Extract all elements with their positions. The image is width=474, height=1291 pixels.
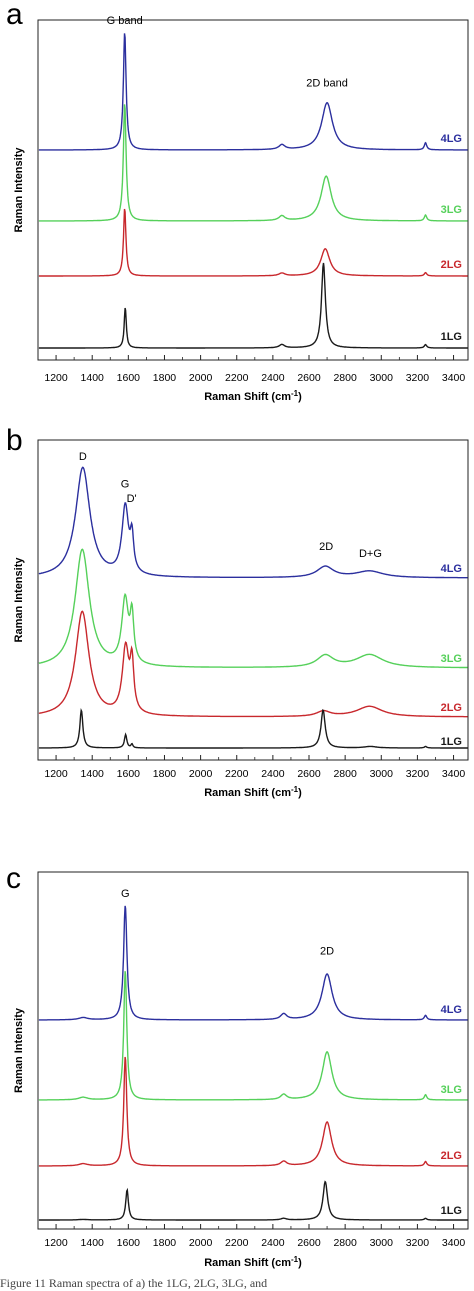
- x-tick-label: 3200: [406, 768, 430, 780]
- series-line-4LG: [38, 466, 468, 579]
- x-tick-label: 1400: [81, 768, 105, 780]
- plot-frame: [37, 439, 469, 761]
- x-tick-label: 1200: [44, 372, 68, 384]
- x-tick-label: 2000: [189, 1237, 213, 1249]
- x-tick-label: 1600: [117, 768, 141, 780]
- x-axis-label: Raman Shift (cm-1): [204, 785, 302, 799]
- chart-panel-a: a 1200 1400 1600 1800 2000 2200 2400 2600 2800 300…: [6, 0, 469, 403]
- x-tick-label: 2200: [225, 372, 249, 384]
- panel-label: a: [6, 0, 23, 31]
- peak-annotation: G band: [107, 15, 143, 27]
- series-label-3LG: 3LG: [441, 653, 462, 665]
- plot-frame: [37, 19, 469, 361]
- series-line-1LG: [38, 262, 468, 349]
- x-tick-label: 1600: [117, 372, 141, 384]
- series-label-4LG: 4LG: [441, 133, 462, 145]
- peak-annotation: 2D band: [306, 78, 348, 90]
- x-tick-label: 2200: [225, 768, 249, 780]
- series-line-3LG: [38, 104, 468, 222]
- chart-panel-b: b 1200 1400 1600 1800 2000 2200 2400 2600 2800 300…: [6, 424, 469, 799]
- series-label-1LG: 1LG: [441, 736, 462, 748]
- x-tick-label: 3000: [370, 372, 394, 384]
- x-axis-label: Raman Shift (cm-1): [204, 1255, 302, 1269]
- x-tick-label: 1200: [44, 1237, 68, 1249]
- x-tick-label: 3400: [442, 372, 466, 384]
- x-tick-label: 1800: [153, 372, 177, 384]
- series-line-3LG: [38, 971, 468, 1101]
- x-tick-label: 3400: [442, 768, 466, 780]
- plot-frame: [37, 871, 469, 1230]
- x-tick-label: 2600: [297, 768, 321, 780]
- x-tick-label: 3200: [406, 372, 430, 384]
- x-tick-label: 2400: [261, 372, 285, 384]
- x-tick-label: 3000: [370, 1237, 394, 1249]
- series-line-2LG: [38, 208, 468, 277]
- series-label-4LG: 4LG: [441, 1004, 462, 1016]
- x-tick-label: 2000: [189, 768, 213, 780]
- series-label-3LG: 3LG: [441, 1084, 462, 1096]
- x-tick-label: 2200: [225, 1237, 249, 1249]
- series-line-4LG: [38, 905, 468, 1021]
- series-label-2LG: 2LG: [441, 259, 462, 271]
- series-label-2LG: 2LG: [441, 702, 462, 714]
- series-label-4LG: 4LG: [441, 563, 462, 575]
- x-tick-label: 3000: [370, 768, 394, 780]
- x-tick-label: 1800: [153, 1237, 177, 1249]
- figure-caption-fragment: Figure 11 Raman spectra of a) the 1LG, 2…: [0, 1276, 268, 1290]
- x-tick-label: 1800: [153, 768, 177, 780]
- series-line-1LG: [38, 708, 468, 749]
- series-line-1LG: [38, 1180, 468, 1221]
- x-tick-label: 2800: [333, 372, 357, 384]
- series-label-1LG: 1LG: [441, 1205, 462, 1217]
- x-tick-label: 2400: [261, 768, 285, 780]
- x-tick-label: 3400: [442, 1237, 466, 1249]
- peak-annotation: D': [127, 493, 137, 505]
- peak-annotation: D: [79, 451, 87, 463]
- peak-annotation: G: [121, 479, 130, 491]
- peak-annotation: D+G: [359, 548, 382, 560]
- chart-panel-c: c 1200 1400 1600 1800 2000 2200 2400 2600 2800 300…: [6, 862, 469, 1269]
- x-tick-label: 3200: [406, 1237, 430, 1249]
- y-axis-label: Raman Intensity: [13, 557, 25, 643]
- peak-annotation: 2D: [320, 946, 334, 958]
- x-tick-label: 2400: [261, 1237, 285, 1249]
- x-tick-label: 2000: [189, 372, 213, 384]
- y-axis-label: Raman Intensity: [13, 147, 25, 233]
- x-tick-label: 2800: [333, 1237, 357, 1249]
- series-label-3LG: 3LG: [441, 204, 462, 216]
- x-tick-label: 2600: [297, 1237, 321, 1249]
- series-line-2LG: [38, 610, 468, 718]
- x-tick-label: 2800: [333, 768, 357, 780]
- peak-annotation: 2D: [319, 541, 333, 553]
- y-axis-label: Raman Intensity: [13, 1007, 25, 1093]
- x-tick-label: 2600: [297, 372, 321, 384]
- x-tick-label: 1400: [81, 1237, 105, 1249]
- series-label-2LG: 2LG: [441, 1150, 462, 1162]
- series-line-3LG: [38, 548, 468, 669]
- series-label-1LG: 1LG: [441, 331, 462, 343]
- peak-annotation: G: [121, 888, 130, 900]
- x-axis-label: Raman Shift (cm-1): [204, 389, 302, 403]
- x-tick-label: 1200: [44, 768, 68, 780]
- x-tick-label: 1400: [81, 372, 105, 384]
- x-tick-label: 1600: [117, 1237, 141, 1249]
- panel-label: c: [6, 862, 21, 895]
- panel-label: b: [6, 424, 23, 457]
- series-line-2LG: [38, 1056, 468, 1167]
- series-line-4LG: [38, 33, 468, 151]
